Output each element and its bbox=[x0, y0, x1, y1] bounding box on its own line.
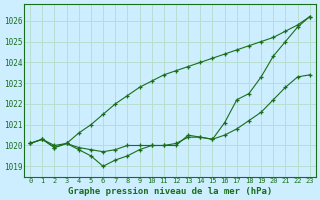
X-axis label: Graphe pression niveau de la mer (hPa): Graphe pression niveau de la mer (hPa) bbox=[68, 187, 272, 196]
